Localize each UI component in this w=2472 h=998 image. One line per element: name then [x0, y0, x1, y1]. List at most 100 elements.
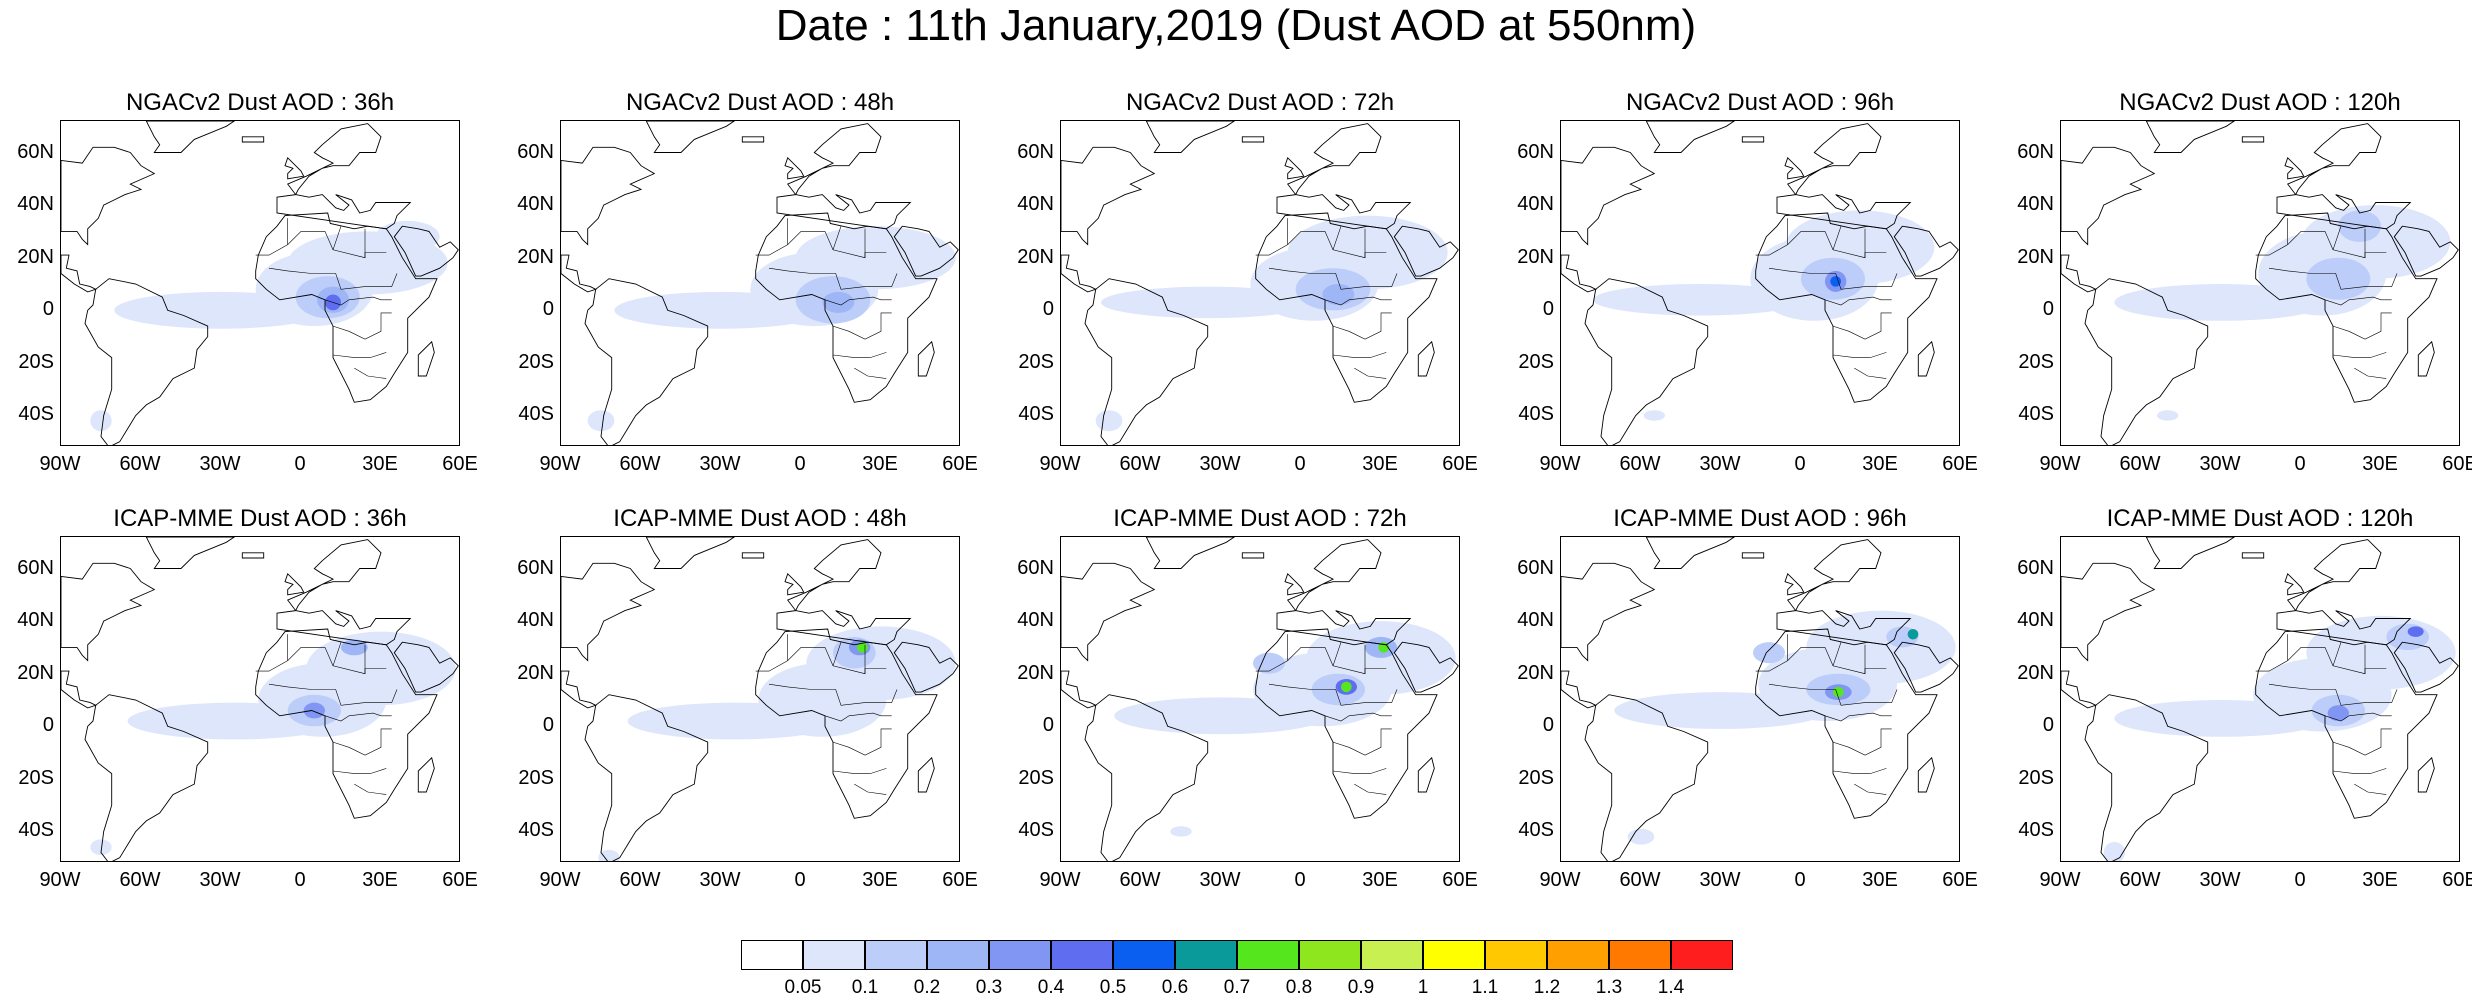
dust-aod-region — [90, 410, 112, 432]
colorbar-swatch — [1609, 940, 1671, 970]
latitude-label: 40N — [1017, 193, 1054, 216]
latitude-label: 60N — [17, 140, 54, 163]
longitude-label: 90W — [1539, 453, 1581, 475]
country-border — [332, 226, 342, 250]
colorbar-swatch — [1237, 940, 1299, 970]
figure-title: Date : 11th January,2019 (Dust AOD at 55… — [775, 1, 1697, 50]
coastline — [2276, 123, 2412, 230]
country-border — [1832, 642, 1842, 666]
coastline — [1255, 628, 1438, 819]
coastline — [61, 670, 97, 709]
longitude-label: 60E — [2442, 453, 2472, 475]
coastline — [1561, 670, 1597, 709]
dust-aod-region — [2327, 705, 2349, 722]
latitude-label: 40S — [1018, 403, 1054, 426]
longitude-label: 0 — [794, 869, 806, 891]
longitude-label: 30W — [2199, 869, 2241, 891]
longitude-label: 30E — [362, 453, 398, 475]
colorbar-swatch — [1671, 940, 1733, 970]
longitude-label: 0 — [1294, 453, 1306, 475]
latitude-label: 20N — [517, 661, 554, 684]
map-svg — [1061, 121, 1459, 445]
longitude-label: 30W — [199, 453, 241, 475]
coastline — [1755, 212, 1938, 403]
country-border — [2332, 728, 2392, 756]
latitude-label: 20N — [1017, 245, 1054, 268]
latitude-label: 60N — [2017, 140, 2054, 163]
country-border — [2354, 783, 2387, 795]
colorbar-label: 0.2 — [913, 977, 941, 998]
country-border — [1332, 352, 1387, 358]
country-border — [2332, 352, 2387, 358]
colorbar-swatch — [1485, 940, 1547, 970]
dust-aod-region — [806, 626, 956, 700]
coastline — [1561, 562, 1656, 662]
dust-aod-region — [1643, 410, 1665, 421]
dust-aod-region — [587, 410, 615, 432]
country-border — [1324, 712, 1392, 722]
country-border — [332, 312, 392, 340]
country-border — [1768, 683, 1898, 706]
colorbar-swatch — [1051, 940, 1113, 970]
coastline — [1061, 562, 1156, 662]
coastline — [645, 537, 736, 569]
dust-aod-region — [1753, 642, 1785, 664]
country-border — [2268, 267, 2398, 290]
longitude-label: 90W — [39, 453, 81, 475]
longitude-label: 30W — [1199, 869, 1241, 891]
colorbar-swatch — [1547, 940, 1609, 970]
latitude-label: 60N — [1517, 140, 1554, 163]
longitude-label: 60W — [119, 453, 161, 475]
country-border — [324, 296, 392, 306]
panel-title: NGACv2 Dust AOD : 72h — [1125, 89, 1395, 116]
country-border — [324, 712, 392, 722]
country-border — [824, 712, 892, 722]
coastline — [145, 537, 236, 569]
longitude-label: 0 — [794, 453, 806, 475]
longitude-label: 0 — [294, 869, 306, 891]
dust-aod-region — [1253, 652, 1285, 674]
map-panel: ICAP-MME Dust AOD : 72h 60N 40N 20N 0 20S 40S 9… — [1000, 506, 1500, 916]
latitude-label: 20S — [1018, 350, 1054, 373]
longitude-label: 30W — [1199, 453, 1241, 475]
panel-title: ICAP-MME Dust AOD : 72h — [1113, 505, 1407, 532]
coastline — [61, 562, 156, 662]
country-border — [2332, 312, 2392, 340]
dust-aod-region — [2306, 615, 2456, 690]
longitude-label: 90W — [39, 869, 81, 891]
coastline — [2255, 628, 2438, 819]
dust-aod-region — [2306, 257, 2371, 300]
latitude-label: 20S — [2018, 766, 2054, 789]
map-frame — [560, 536, 960, 862]
coastline — [2417, 340, 2435, 377]
latitude-label: 40S — [2018, 403, 2054, 426]
latitude-label: 40S — [518, 819, 554, 842]
country-border — [2332, 642, 2342, 666]
map-svg — [61, 537, 459, 861]
longitude-label: 60E — [1442, 869, 1478, 891]
colorbar-label: 1.2 — [1533, 977, 1561, 998]
country-border — [1268, 267, 1398, 290]
coastline — [1393, 641, 1459, 693]
colorbar-swatch — [741, 940, 803, 970]
country-border — [832, 226, 842, 250]
map-frame — [60, 120, 460, 446]
map-svg — [2061, 121, 2459, 445]
longitude-label: 30E — [1862, 869, 1898, 891]
country-border — [854, 783, 887, 795]
latitude-label: 20N — [517, 245, 554, 268]
coastline — [1645, 537, 1736, 569]
coastline — [1741, 136, 1765, 143]
coastline — [2393, 641, 2459, 693]
dust-aod-region — [1095, 410, 1123, 432]
longitude-label: 30E — [1362, 453, 1398, 475]
map-panel: NGACv2 Dust AOD : 120h 60N 40N 20N 0 20S 40S 90… — [2000, 90, 2472, 500]
country-border — [354, 783, 387, 795]
map-frame — [1060, 120, 1460, 446]
map-panel: ICAP-MME Dust AOD : 36h 60N 40N 20N 0 20S 40S 9… — [0, 506, 500, 916]
coastline — [561, 670, 597, 709]
latitude-label: 20S — [2018, 350, 2054, 373]
latitude-label: 0 — [1542, 298, 1554, 321]
longitude-label: 30W — [1699, 869, 1741, 891]
country-border — [268, 267, 398, 290]
